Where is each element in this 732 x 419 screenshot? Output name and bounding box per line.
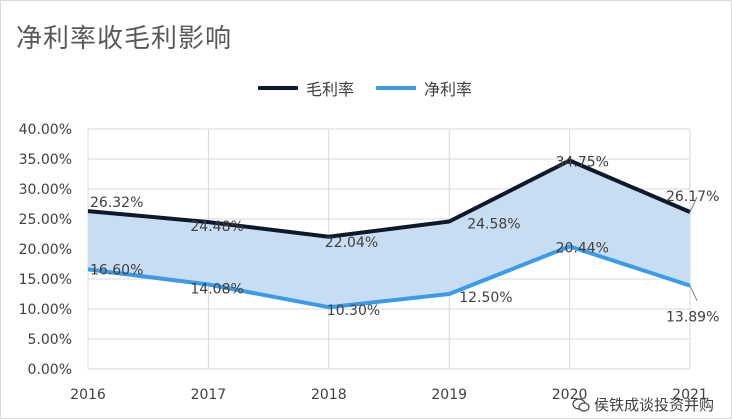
x-tick-label: 2021 xyxy=(672,387,708,403)
y-tick-label: 5.00% xyxy=(28,332,72,348)
series-line-gross-margin xyxy=(87,158,691,239)
y-tick-label: 25.00% xyxy=(19,212,72,228)
watermark: 侯铁成谈投资并购 xyxy=(572,394,714,415)
legend: 毛利率 净利率 xyxy=(258,76,472,100)
data-label-net-margin: 16.60% xyxy=(90,262,143,278)
series-line-net-margin xyxy=(87,244,691,310)
legend-item-gross-margin: 毛利率 xyxy=(258,76,354,100)
y-tick-label: 35.00% xyxy=(19,152,72,168)
data-label-gross-margin: 34.75% xyxy=(556,155,609,171)
y-tick-label: 30.00% xyxy=(19,182,72,198)
data-label-net-margin: 20.44% xyxy=(556,240,609,256)
data-label-gross-margin: 26.17% xyxy=(666,189,719,205)
x-tick-label: 2017 xyxy=(191,387,227,403)
y-tick-label: 40.00% xyxy=(19,122,72,138)
data-label-gross-margin: 26.32% xyxy=(90,195,143,211)
y-tick-label: 15.00% xyxy=(19,272,72,288)
data-label-gross-margin: 24.48% xyxy=(190,219,243,235)
x-tick-label: 2016 xyxy=(70,387,106,403)
x-tick-label: 2018 xyxy=(311,387,347,403)
legend-label-gross-margin: 毛利率 xyxy=(306,80,355,99)
data-label-net-margin: 12.50% xyxy=(459,290,512,306)
chart-title: 净利率收毛利影响 xyxy=(16,24,233,54)
x-tick-label: 2019 xyxy=(431,387,467,403)
legend-item-net-margin: 净利率 xyxy=(376,76,472,100)
wechat-icon xyxy=(572,397,590,412)
y-tick-label: 10.00% xyxy=(19,302,72,318)
legend-label-net-margin: 净利率 xyxy=(424,80,473,99)
watermark-text: 侯铁成谈投资并购 xyxy=(593,396,714,414)
data-label-net-margin: 10.30% xyxy=(327,303,380,319)
leader-line xyxy=(689,285,698,301)
legend-swatch-gross-margin xyxy=(258,86,298,90)
area-between-series xyxy=(88,160,690,308)
data-label-net-margin: 13.89% xyxy=(666,310,719,326)
data-label-net-margin: 14.08% xyxy=(190,282,243,298)
data-label-gross-margin: 22.04% xyxy=(325,235,378,251)
leader-line xyxy=(689,196,698,213)
y-tick-label: 20.00% xyxy=(19,242,72,258)
legend-swatch-net-margin xyxy=(376,86,417,90)
y-tick-label: 0.00% xyxy=(28,362,72,378)
data-label-gross-margin: 24.58% xyxy=(467,217,520,233)
